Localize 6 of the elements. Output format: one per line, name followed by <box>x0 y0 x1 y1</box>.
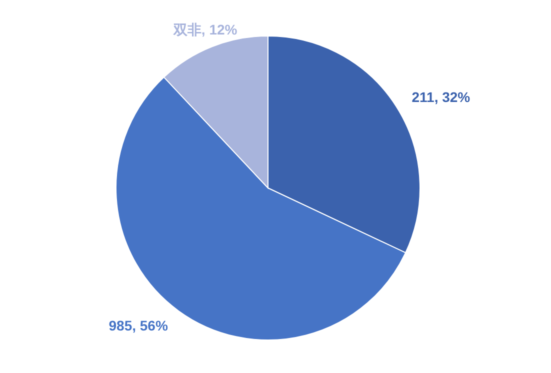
data-label: , 32% <box>434 88 471 105</box>
data-label: , 12% <box>201 22 238 38</box>
slice-label: 双非 <box>172 22 202 38</box>
data-label: , 56% <box>132 318 168 334</box>
slice-label: 211 <box>412 88 435 105</box>
slice-label: 985 <box>108 318 132 334</box>
